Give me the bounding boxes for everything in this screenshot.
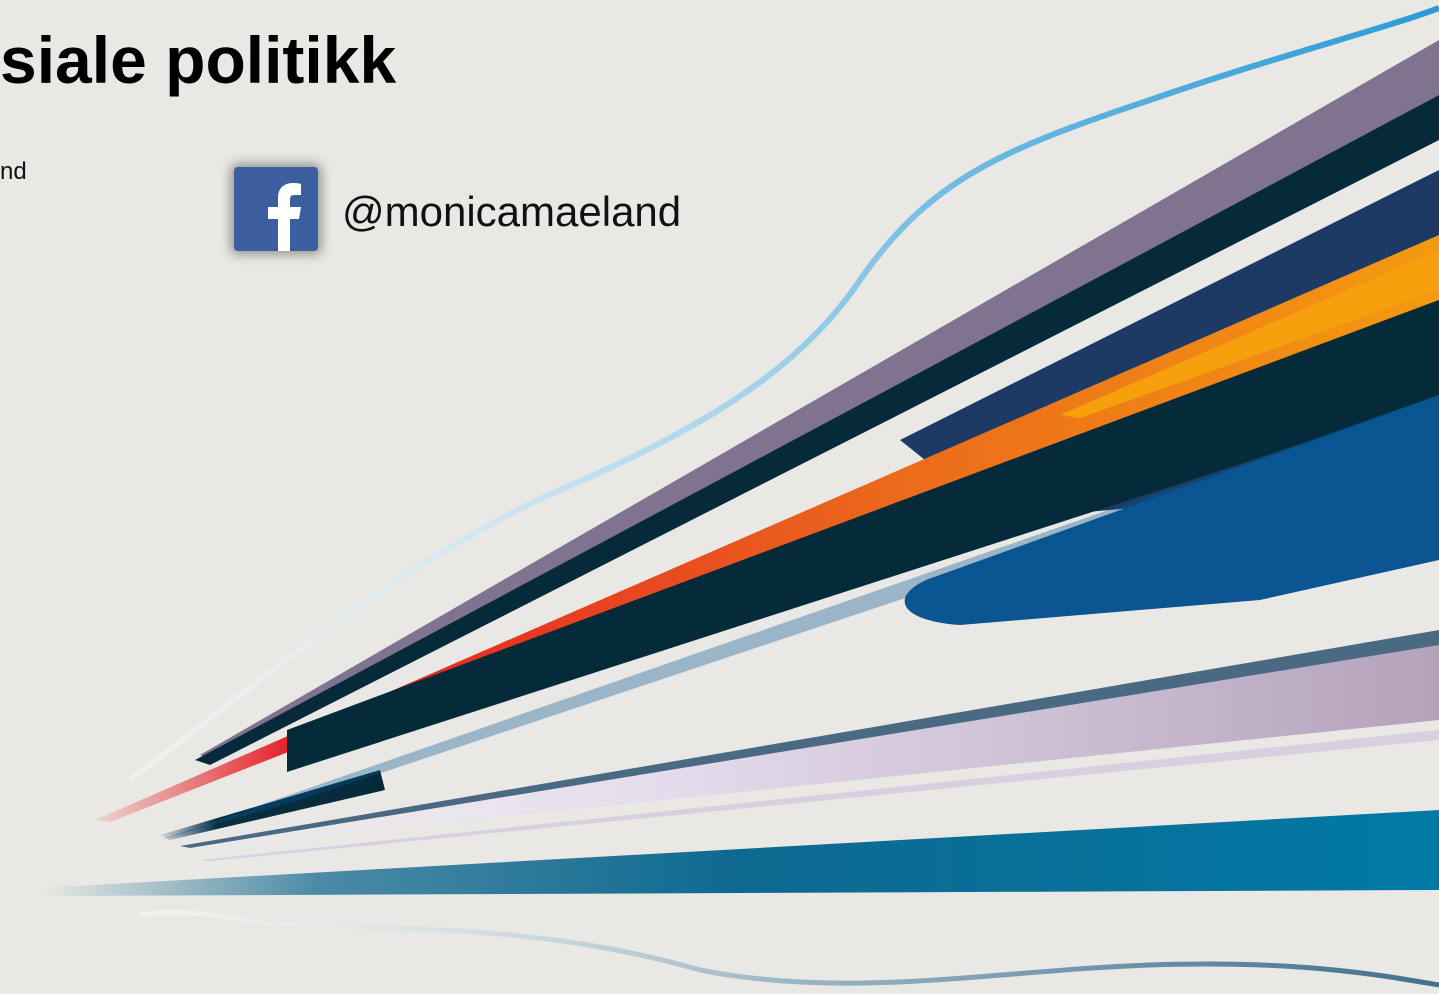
subtitle: nd xyxy=(0,158,27,186)
facebook-logo xyxy=(234,167,318,251)
decorative-stripes xyxy=(0,0,1439,994)
facebook-handle: @monicamaeland xyxy=(342,188,681,236)
facebook-icon xyxy=(234,167,318,251)
slide: {"slide": {"title": "siale politikk", "s… xyxy=(0,0,1439,994)
slide-title: siale politikk xyxy=(0,22,396,98)
